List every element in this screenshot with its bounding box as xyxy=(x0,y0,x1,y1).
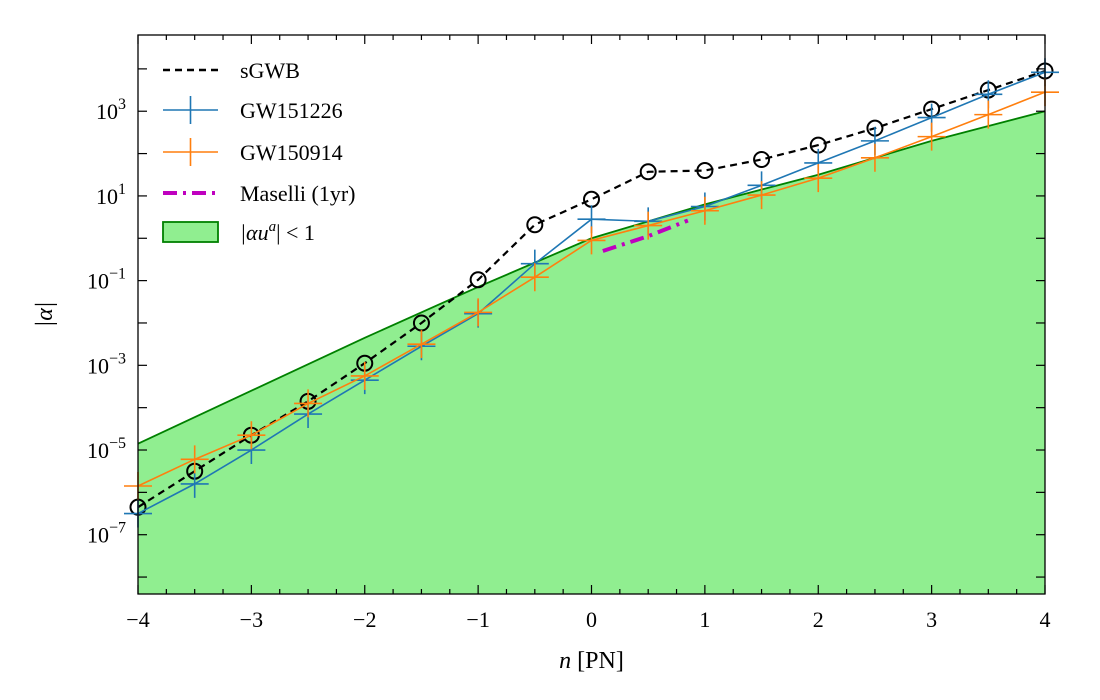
x-tick-label: 1 xyxy=(699,607,710,632)
legend-label: sGWB xyxy=(240,58,300,83)
data-point xyxy=(583,190,600,208)
legend-entry-maselli-1yr: Maselli (1yr) xyxy=(163,181,355,206)
x-tick-label: −1 xyxy=(466,607,489,632)
data-point xyxy=(690,196,719,225)
y-tick-base: 10 xyxy=(96,99,118,124)
data-point xyxy=(917,122,946,151)
y-tick-label: 103 xyxy=(96,96,126,124)
y-tick-base: 10 xyxy=(87,523,109,548)
x-tick-label: 3 xyxy=(926,607,937,632)
x-tick-label: −3 xyxy=(240,607,263,632)
data-point xyxy=(180,469,209,498)
y-tick-label: 10−5 xyxy=(87,435,126,463)
y-tick-exponent: −7 xyxy=(109,520,126,537)
y-tick-label: 10−7 xyxy=(87,520,126,548)
legend-label-prefix: |αu xyxy=(240,220,269,245)
x-axis-label-unit: [PN] xyxy=(571,648,624,674)
y-tick-exponent: −5 xyxy=(109,435,126,452)
legend-label-sup: a xyxy=(269,219,277,235)
legend-label: GW151226 xyxy=(240,98,343,123)
y-tick-exponent: 1 xyxy=(118,181,126,198)
x-axis-label: n [PN] xyxy=(559,648,624,674)
data-point xyxy=(520,263,549,292)
x-axis-label-var: n xyxy=(559,648,571,674)
y-tick-label: 101 xyxy=(96,181,126,209)
y-axis-label: |α| xyxy=(32,302,58,328)
x-tick-label: 4 xyxy=(1040,607,1051,632)
data-point xyxy=(407,330,436,359)
y-tick-base: 10 xyxy=(87,438,109,463)
y-tick-base: 10 xyxy=(87,353,109,378)
data-point xyxy=(974,100,1003,129)
x-tick-label: −2 xyxy=(353,607,376,632)
data-point xyxy=(860,143,889,172)
y-tick-base: 10 xyxy=(96,184,118,209)
data-point xyxy=(634,211,663,240)
data-point xyxy=(294,389,323,418)
legend-patch xyxy=(162,221,219,243)
data-point xyxy=(526,216,544,234)
data-point xyxy=(747,181,776,210)
data-point xyxy=(577,226,606,255)
legend-label-suffix: | < 1 xyxy=(276,220,315,245)
y-tick-label: 10−1 xyxy=(87,266,126,294)
legend-label: |αua| < 1 xyxy=(240,219,315,245)
legend-entry-sgwb: sGWB xyxy=(163,58,300,83)
legend-entry-region: |αua| < 1 xyxy=(162,219,315,245)
series-layer xyxy=(124,58,1059,528)
legend-entry-gw151226: GW151226 xyxy=(163,96,343,124)
region-fill xyxy=(138,111,1045,595)
data-point xyxy=(237,421,266,450)
legend-label: Maselli (1yr) xyxy=(240,181,355,206)
x-tick-label: 2 xyxy=(813,607,824,632)
y-tick-exponent: −3 xyxy=(109,350,126,367)
series-line xyxy=(137,69,1046,509)
legend-entry-gw150914: GW150914 xyxy=(163,138,343,166)
data-point xyxy=(696,162,714,180)
x-tick-label: 0 xyxy=(586,607,597,632)
x-tick-label: −4 xyxy=(126,607,149,632)
data-point xyxy=(639,163,657,181)
data-point xyxy=(804,164,833,193)
y-tick-exponent: −1 xyxy=(109,266,126,283)
y-tick-base: 10 xyxy=(87,269,109,294)
legend: sGWB GW151226 GW150914 Maselli (1yr) |αua| <… xyxy=(162,58,355,245)
data-point xyxy=(350,361,379,390)
data-point xyxy=(464,298,493,327)
data-point xyxy=(180,445,209,474)
y-tick-exponent: 3 xyxy=(118,96,126,113)
data-point xyxy=(753,151,771,169)
data-point xyxy=(469,271,487,289)
y-tick-label: 10−3 xyxy=(87,350,126,378)
legend-label: GW150914 xyxy=(240,140,343,165)
